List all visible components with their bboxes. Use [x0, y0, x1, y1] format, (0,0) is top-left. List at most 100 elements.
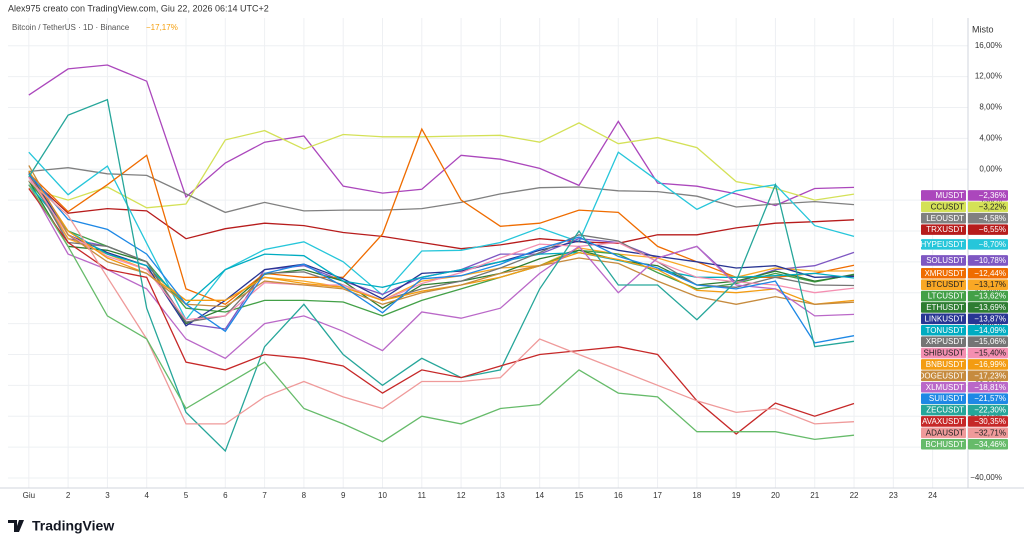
x-tick-label: 16	[614, 491, 623, 500]
legend-label: ZECUSDT	[926, 406, 964, 415]
value-tag	[968, 324, 1008, 336]
legend-label: SUIUSDT	[929, 394, 964, 403]
legend-item: XRPUSDT −15,06%	[921, 336, 1008, 347]
grid	[8, 18, 968, 488]
series-line	[28, 170, 855, 305]
legend-item: BCHUSDT −34,46%	[921, 438, 1008, 450]
x-tick-label: 14	[535, 491, 544, 500]
x-tick-label: 19	[732, 491, 741, 500]
legend-label: HYPEUSDT	[920, 240, 964, 249]
series-line	[28, 64, 855, 207]
chart-title: Bitcoin / TetherUS · 1D · Binance	[12, 23, 130, 32]
legend-swatch	[921, 404, 966, 416]
y-tick-label: −32,00%	[970, 411, 1002, 420]
value-label: −21,57%	[974, 394, 1006, 403]
value-label: −4,58%	[979, 214, 1006, 223]
legend-item: XLMUSDT −18,81%	[921, 381, 1008, 393]
legend-item: SOLUSDT −10,78%	[921, 255, 1008, 266]
legend-label: DOGEUSDT	[919, 371, 964, 380]
x-tick-label: 10	[378, 491, 387, 500]
x-tick-label: 7	[262, 491, 267, 500]
series-line	[28, 122, 855, 209]
legend-label: LTCUSDT	[928, 292, 964, 301]
value-tag	[968, 336, 1008, 347]
legend-swatch	[921, 347, 966, 359]
value-tag	[968, 427, 1008, 439]
value-label: −15,40%	[974, 349, 1006, 358]
x-tick-label: 13	[496, 491, 505, 500]
value-label: −17,23%	[974, 371, 1006, 380]
legend-swatch	[921, 255, 966, 266]
value-tag	[968, 381, 1008, 393]
value-tag	[968, 404, 1008, 416]
legend-item: DOGEUSDT −17,23%	[919, 370, 1008, 382]
series-line	[28, 176, 855, 250]
legend-label: LINKUSDT	[924, 314, 964, 323]
x-tick-label: 3	[105, 491, 110, 500]
value-tag	[968, 239, 1008, 250]
value-tag	[968, 201, 1008, 213]
legend-swatch	[921, 359, 966, 370]
value-label: −13,69%	[974, 303, 1006, 312]
value-tag	[968, 393, 1008, 404]
legend-item: TONUSDT −14,09%	[921, 324, 1008, 336]
legend-swatch	[921, 224, 966, 235]
value-tag	[968, 359, 1008, 370]
x-tick-label: 8	[302, 491, 307, 500]
legend-swatch	[921, 427, 966, 439]
legend-item: LEOUSDT −4,58%	[921, 212, 1008, 224]
legend-item: AVAXUSDT −30,35%	[921, 416, 1008, 427]
legend-item: ADAUSDT −32,71%	[921, 427, 1008, 439]
legend-item: MUSDT −2,36%	[921, 190, 1008, 201]
value-label: −32,71%	[974, 428, 1006, 437]
value-tag	[968, 190, 1008, 201]
legend-label: TONUSDT	[925, 326, 964, 335]
legend-swatch	[921, 370, 966, 382]
value-label: −8,70%	[979, 240, 1006, 249]
value-label: −12,44%	[974, 269, 1006, 278]
y-tick-label: 8,00%	[979, 103, 1002, 112]
legend-item: ZECUSDT −22,30%	[921, 404, 1008, 416]
legend-item: SHIBUSDT −15,40%	[921, 347, 1008, 359]
value-tag	[968, 255, 1008, 266]
legend-swatch	[921, 212, 966, 224]
value-label: −22,30%	[974, 406, 1006, 415]
value-label: −13,87%	[974, 314, 1006, 323]
value-tag	[968, 224, 1008, 235]
x-tick-label: 15	[575, 491, 584, 500]
y-axis-label: Misto	[972, 24, 994, 34]
source-note: Alex975 creato con TradingView.com, Giu …	[8, 3, 269, 13]
value-label: −16,99%	[974, 360, 1006, 369]
legend-swatch	[921, 267, 966, 279]
legend-label: XMRUSDT	[924, 269, 964, 278]
series-line	[28, 180, 855, 425]
series-line	[28, 188, 855, 435]
legend-label: CCUSDT	[931, 202, 964, 211]
series-line	[28, 151, 855, 321]
legend-label: BNBUSDT	[926, 360, 964, 369]
value-label: −18,81%	[974, 383, 1006, 392]
legend-swatch	[921, 381, 966, 393]
value-label: −6,55%	[979, 225, 1006, 234]
legend-item: SUIUSDT −21,57%	[921, 393, 1008, 404]
legend-label: SOLUSDT	[926, 256, 964, 265]
value-tag	[968, 347, 1008, 359]
value-tag	[968, 267, 1008, 279]
legend-swatch	[921, 190, 966, 201]
legend-label: XLMUSDT	[926, 383, 964, 392]
value-tag	[968, 302, 1008, 313]
brand: TradingView	[32, 518, 114, 534]
value-label: −15,06%	[974, 337, 1006, 346]
x-tick-label: 24	[928, 491, 937, 500]
value-tag	[968, 290, 1008, 302]
x-tick-label: 23	[889, 491, 898, 500]
y-tick-label: 16,00%	[975, 41, 1002, 50]
value-label: −3,22%	[979, 202, 1006, 211]
logo: TradingView	[8, 518, 114, 534]
series-line	[28, 184, 855, 443]
series-line	[28, 184, 855, 360]
legend-item: BNBUSDT −16,99%	[921, 359, 1008, 370]
x-tick-label: 11	[418, 491, 427, 500]
value-tag	[968, 313, 1008, 325]
value-label: −10,78%	[974, 256, 1006, 265]
